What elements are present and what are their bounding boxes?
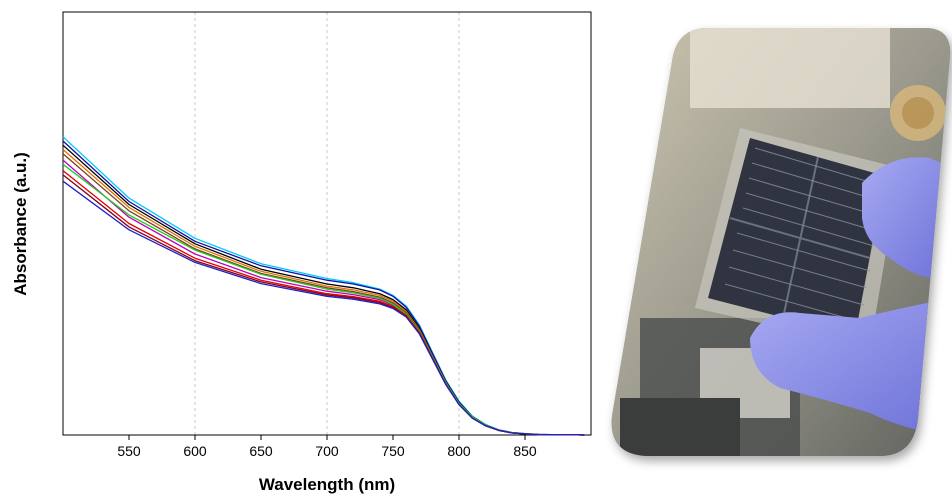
series-line-10: [62, 180, 585, 436]
solar-module-photo-icon: [611, 28, 951, 456]
x-tick-label: 700: [315, 443, 339, 459]
series-line-6: [62, 159, 585, 436]
x-axis-title: Wavelength (nm): [259, 475, 395, 494]
grid-lines: [194, 12, 460, 435]
series-line-4: [62, 149, 585, 436]
x-tick-label: 750: [381, 443, 405, 459]
absorbance-chart: 550 600 650 700 750 800 850 Wavelength (nm) Ab…: [11, 11, 592, 494]
x-tick-label: 800: [447, 443, 471, 459]
y-axis-title: Absorbance (a.u.): [11, 152, 30, 296]
x-tick-label: 600: [183, 443, 207, 459]
x-tick-label: 650: [249, 443, 273, 459]
series-lines: [62, 136, 585, 436]
x-tick-label: 550: [117, 443, 141, 459]
series-line-8: [62, 170, 585, 436]
x-tick-label: 850: [513, 443, 537, 459]
x-axis-ticks: 550 600 650 700 750 800 850: [117, 435, 537, 459]
